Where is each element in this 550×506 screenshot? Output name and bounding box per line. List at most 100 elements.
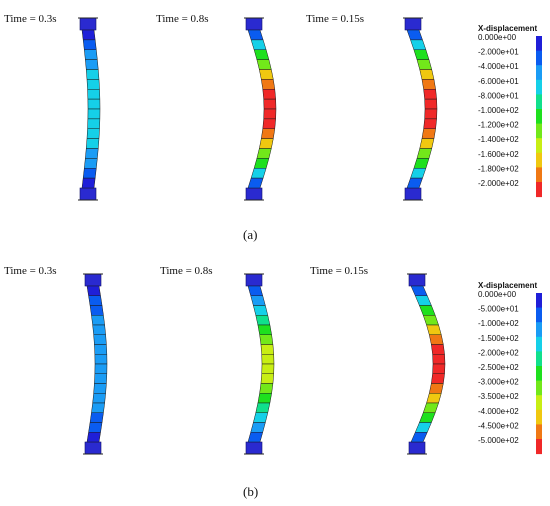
- legend-swatch: [536, 424, 542, 440]
- beam-element: [85, 138, 100, 149]
- beam-element: [93, 334, 107, 345]
- legend-colorbar-b: [536, 293, 542, 455]
- panel-a: Time = 0.3s Time = 0.8s Time = 0.15s X-d…: [4, 13, 542, 242]
- beam-element: [419, 305, 436, 316]
- beam-element: [419, 138, 435, 149]
- beam-element: [247, 432, 264, 443]
- beam-element: [261, 363, 275, 374]
- beam-element: [253, 412, 269, 423]
- beam-element: [261, 79, 276, 90]
- legend-swatch: [536, 351, 542, 367]
- legend-swatch: [536, 182, 542, 198]
- beam-element: [81, 177, 96, 189]
- beam-element: [261, 354, 275, 365]
- beam-a-2: [244, 17, 277, 201]
- beam-element: [259, 383, 274, 394]
- legend-swatch: [536, 79, 542, 95]
- legend-swatch: [536, 138, 542, 154]
- beam-element: [250, 168, 267, 179]
- beam-element: [86, 285, 101, 296]
- time-label-b-3: Time = 0.15s: [310, 265, 368, 277]
- legend-tick-label: -5.000e+02: [478, 436, 519, 445]
- beam-b-1: [83, 273, 108, 455]
- beam-element: [410, 285, 428, 296]
- time-label-a-2: Time = 0.8s: [156, 13, 209, 25]
- beam-element: [250, 295, 266, 306]
- beam-element: [89, 305, 104, 316]
- legend-swatch: [536, 50, 542, 66]
- beam-a-3: [403, 17, 438, 201]
- beam-element: [91, 402, 105, 413]
- beam-element: [257, 393, 272, 404]
- legend-title-a: X-displacement: [478, 24, 537, 33]
- legend-swatch: [536, 380, 542, 396]
- beam-element: [432, 363, 446, 374]
- legend-tick-label: -1.500e+02: [478, 334, 519, 343]
- legend-tick-label: -4.500e+02: [478, 421, 519, 430]
- bottom-clamp: [404, 187, 422, 201]
- beam-element: [88, 422, 103, 433]
- beam-element: [82, 39, 97, 50]
- beam-element: [414, 295, 432, 306]
- beam-element: [92, 393, 106, 404]
- bottom-clamp: [79, 187, 97, 201]
- bottom-clamp: [245, 187, 263, 201]
- top-clamp: [245, 273, 263, 287]
- legend-title-b: X-displacement: [478, 281, 537, 290]
- beam-element: [92, 324, 106, 335]
- legend-swatch: [536, 167, 542, 183]
- time-label-a-3: Time = 0.15s: [306, 13, 364, 25]
- top-clamp: [408, 273, 426, 287]
- beam-element: [255, 315, 271, 326]
- legend-tick-label: -2.000e+01: [478, 48, 519, 57]
- beam-element: [419, 69, 435, 80]
- beam-element: [89, 412, 104, 423]
- beam-element: [247, 29, 264, 41]
- legend-tick-label: -4.000e+02: [478, 407, 519, 416]
- legend-tick-label: -1.200e+02: [478, 121, 519, 130]
- beam-element: [410, 39, 427, 50]
- beam-element: [260, 373, 275, 384]
- legend-ticks-a: 0.000e+00 -2.000e+01 -4.000e+01 -6.000e+01 -…: [478, 33, 519, 188]
- legend-tick-label: -1.400e+02: [478, 135, 519, 144]
- beam-element: [421, 128, 436, 139]
- legend-tick-label: -3.000e+02: [478, 378, 519, 387]
- beam-element: [87, 89, 101, 100]
- beam-element: [428, 383, 444, 394]
- time-label-a-1: Time = 0.3s: [4, 13, 57, 25]
- beam-element: [256, 148, 272, 159]
- legend-colorbar-a: [536, 36, 542, 198]
- legend-swatch: [536, 36, 542, 52]
- beam-element: [88, 295, 103, 306]
- beam-element: [259, 138, 274, 149]
- legend-tick-label: -2.500e+02: [478, 363, 519, 372]
- beam-element: [423, 118, 437, 129]
- beam-element: [253, 49, 270, 60]
- beam-element: [428, 334, 444, 345]
- legend-swatch: [536, 123, 542, 139]
- beam-b-3: [407, 273, 446, 455]
- beam-element: [419, 412, 436, 423]
- beam-element: [414, 422, 432, 433]
- legend-tick-label: -4.000e+01: [478, 62, 519, 71]
- beam-element: [250, 422, 266, 433]
- beam-element: [432, 354, 446, 365]
- legend-tick-label: -8.000e+01: [478, 91, 519, 100]
- beam-element: [82, 168, 97, 179]
- beam-element: [81, 29, 96, 41]
- bottom-clamp: [245, 441, 263, 455]
- beam-element: [87, 108, 101, 120]
- beam-b-2: [244, 273, 275, 455]
- legend-tick-label: -6.000e+01: [478, 77, 519, 86]
- beam-element: [413, 158, 430, 169]
- beam-element: [431, 373, 445, 384]
- legend-swatch: [536, 94, 542, 110]
- top-clamp: [245, 17, 263, 31]
- legend-swatch: [536, 109, 542, 125]
- beam-element: [85, 69, 100, 80]
- legend-tick-label: -3.500e+02: [478, 392, 519, 401]
- legend-b: X-displacement 0.000e+00 -5.000e+01 -1.000…: [478, 281, 542, 455]
- legend-a: X-displacement 0.000e+00 -2.000e+01 -4.000…: [478, 24, 542, 198]
- time-label-b-2: Time = 0.8s: [160, 265, 213, 277]
